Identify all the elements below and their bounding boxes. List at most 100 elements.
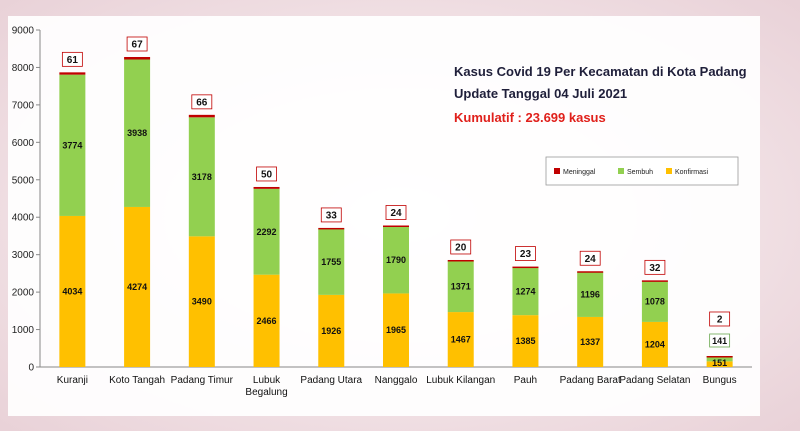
y-tick-label: 9000 — [12, 26, 35, 37]
label-konfirmasi: 3490 — [192, 297, 212, 307]
label-meninggal-box — [515, 246, 536, 261]
y-tick-label: 7000 — [12, 100, 35, 111]
bar-sembuh — [447, 260, 474, 313]
label-konfirmasi: 1337 — [580, 337, 600, 347]
category-label: Bungus — [703, 375, 737, 386]
bars: 4034 3774 61 4274 3938 67 3490 3178 66 2466 2292 50… — [59, 36, 733, 368]
category-label: Pauh — [514, 375, 537, 386]
label-konfirmasi: 2466 — [257, 316, 277, 326]
bar-sembuh — [318, 229, 345, 295]
bar-sembuh — [383, 226, 409, 294]
chart-title: Kasus Covid 19 Per Kecamatan di Kota Pad… — [454, 64, 747, 79]
category-label: Padang Utara — [300, 375, 362, 386]
category-label: Padang Barat — [560, 375, 621, 386]
bar-sembuh — [253, 188, 280, 275]
bar-konfirmasi — [318, 294, 345, 367]
bar-sembuh — [124, 59, 151, 207]
category-label: Lubuk Begalung — [245, 375, 287, 398]
bar-konfirmasi — [641, 321, 668, 367]
bar-konfirmasi — [706, 361, 733, 367]
label-meninggal: 66 — [196, 97, 208, 108]
label-meninggal-box — [191, 94, 213, 110]
bar-sembuh — [641, 281, 668, 322]
label-konfirmasi: 4274 — [127, 282, 147, 292]
label-meninggal: 24 — [390, 208, 402, 219]
label-meninggal-box — [450, 239, 472, 255]
bar-konfirmasi — [188, 236, 215, 367]
label-konfirmasi: 1926 — [321, 326, 341, 336]
label-meninggal: 24 — [585, 254, 597, 265]
category-label: Nanggalo — [375, 375, 418, 386]
bar-sembuh — [512, 267, 539, 316]
bar-meninggal — [706, 355, 733, 358]
label-sembuh: 1078 — [645, 297, 665, 307]
y-tick-label: 2000 — [12, 288, 35, 299]
label-meninggal-box — [709, 311, 731, 327]
bar-meninggal — [641, 280, 668, 282]
bar-meninggal — [383, 225, 409, 227]
label-meninggal: 33 — [326, 210, 338, 221]
bar-meninggal — [124, 56, 151, 60]
category-label: Padang Selatan — [619, 375, 690, 386]
legend-swatch-meninggal — [554, 168, 560, 174]
y-tick-label: 4000 — [12, 213, 35, 224]
label-meninggal: 32 — [649, 263, 661, 274]
bar-konfirmasi — [577, 316, 604, 367]
bar-konfirmasi — [124, 206, 151, 367]
label-meninggal-box — [579, 250, 601, 266]
chart-subtitle: Update Tanggal 04 Juli 2021 — [454, 86, 627, 101]
legend-box — [545, 156, 739, 186]
label-sembuh: 141 — [712, 336, 727, 346]
label-meninggal-box — [385, 205, 407, 220]
label-meninggal: 50 — [261, 169, 273, 180]
label-meninggal-box — [644, 259, 666, 275]
y-tick-label: 1000 — [12, 325, 35, 336]
category-label: Kuranji — [57, 375, 88, 386]
bar-sembuh — [188, 117, 215, 237]
bar-meninggal — [318, 227, 345, 230]
label-meninggal-box — [126, 36, 148, 52]
label-sembuh: 3938 — [127, 128, 147, 138]
label-meninggal-box — [61, 51, 83, 67]
bar-sembuh — [577, 272, 604, 317]
label-konfirmasi: 4034 — [62, 286, 82, 296]
label-konfirmasi: 1204 — [645, 339, 665, 349]
legend-label-meninggal: Meninggal — [563, 169, 596, 176]
bar-meninggal — [577, 271, 604, 273]
bar-konfirmasi — [383, 293, 409, 367]
bar-konfirmasi — [447, 312, 474, 367]
label-meninggal: 23 — [520, 249, 532, 260]
y-tick-label: 0 — [28, 363, 34, 374]
category-label: Koto Tangah — [109, 375, 165, 386]
cumulative-total: Kumulatif : 23.699 kasus — [454, 110, 606, 125]
bar-meninggal — [253, 186, 280, 189]
legend-label-sembuh: Sembuh — [627, 169, 653, 176]
y-tick-label: 8000 — [12, 63, 35, 74]
legend-swatch-konfirmasi — [666, 168, 672, 174]
bar-sembuh — [59, 74, 86, 216]
label-sembuh: 1371 — [451, 281, 471, 291]
label-sembuh: 1274 — [515, 286, 535, 296]
label-meninggal: 20 — [455, 242, 467, 253]
label-sembuh: 1790 — [386, 255, 406, 265]
y-axis: 0 1000 2000 3000 4000 5000 6000 7000 8000 9000 — [12, 26, 752, 374]
label-sembuh: 3774 — [62, 140, 82, 150]
label-sembuh: 1196 — [580, 290, 600, 300]
y-tick-label: 6000 — [12, 138, 35, 149]
label-meninggal-box — [320, 207, 342, 223]
legend-label-konfirmasi: Konfirmasi — [675, 169, 709, 176]
label-konfirmasi: 1965 — [386, 325, 406, 335]
label-sembuh-box — [709, 333, 731, 348]
bar-meninggal — [512, 266, 539, 269]
label-sembuh: 3178 — [192, 172, 212, 182]
bar-konfirmasi — [512, 315, 539, 367]
label-konfirmasi: 151 — [712, 358, 727, 368]
y-tick-label: 3000 — [12, 250, 35, 261]
label-sembuh: 1755 — [321, 257, 341, 267]
category-label: Padang Timur — [171, 375, 234, 386]
label-meninggal: 61 — [67, 55, 79, 66]
legend-swatch-sembuh — [618, 168, 624, 174]
bar-sembuh — [706, 356, 733, 362]
bar-meninggal — [59, 72, 86, 75]
